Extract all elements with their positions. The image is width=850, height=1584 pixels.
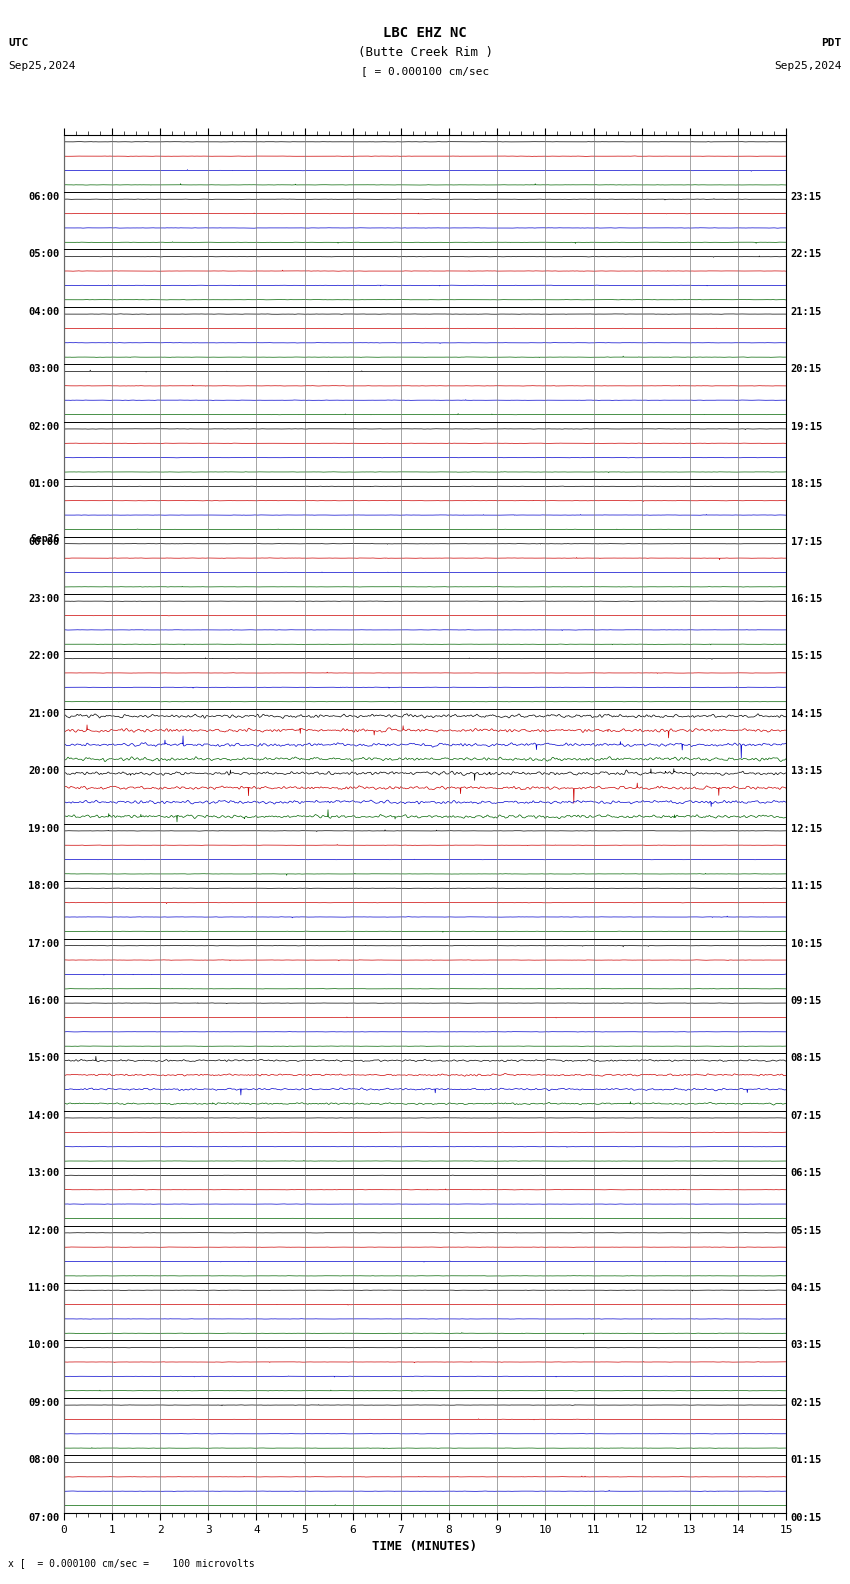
Text: 22:00: 22:00 [28,651,60,662]
Text: 02:15: 02:15 [790,1399,822,1408]
Text: 07:00: 07:00 [28,1513,60,1522]
Text: 06:00: 06:00 [28,192,60,203]
Text: 11:15: 11:15 [790,881,822,892]
Text: 22:15: 22:15 [790,250,822,260]
Text: 14:00: 14:00 [28,1110,60,1121]
Text: 21:00: 21:00 [28,710,60,719]
Text: 19:00: 19:00 [28,824,60,833]
Text: 09:15: 09:15 [790,996,822,1006]
Text: 01:00: 01:00 [28,478,60,489]
Text: 17:15: 17:15 [790,537,822,546]
Text: 18:15: 18:15 [790,478,822,489]
Text: Sep25,2024: Sep25,2024 [774,62,842,71]
Text: 16:15: 16:15 [790,594,822,604]
Text: 04:00: 04:00 [28,307,60,317]
Text: 08:15: 08:15 [790,1053,822,1063]
Text: 16:00: 16:00 [28,996,60,1006]
Text: 18:00: 18:00 [28,881,60,892]
Text: 12:00: 12:00 [28,1226,60,1236]
Text: x [  = 0.000100 cm/sec =    100 microvolts: x [ = 0.000100 cm/sec = 100 microvolts [8,1559,255,1568]
Text: 09:00: 09:00 [28,1399,60,1408]
Text: 21:15: 21:15 [790,307,822,317]
Text: 05:15: 05:15 [790,1226,822,1236]
Text: Sep25,2024: Sep25,2024 [8,62,76,71]
Text: 03:00: 03:00 [28,364,60,374]
Text: [ = 0.000100 cm/sec: [ = 0.000100 cm/sec [361,67,489,76]
Text: 10:00: 10:00 [28,1340,60,1351]
Text: 07:15: 07:15 [790,1110,822,1121]
Text: 13:00: 13:00 [28,1169,60,1178]
Text: 11:00: 11:00 [28,1283,60,1293]
Text: 02:00: 02:00 [28,421,60,432]
Text: 23:00: 23:00 [28,594,60,604]
Text: 19:15: 19:15 [790,421,822,432]
Text: 20:00: 20:00 [28,767,60,776]
Text: 03:15: 03:15 [790,1340,822,1351]
Text: 00:15: 00:15 [790,1513,822,1522]
Text: (Butte Creek Rim ): (Butte Creek Rim ) [358,46,492,59]
Text: 17:00: 17:00 [28,938,60,949]
X-axis label: TIME (MINUTES): TIME (MINUTES) [372,1540,478,1552]
Text: 23:15: 23:15 [790,192,822,203]
Text: 00:00: 00:00 [28,537,60,546]
Text: 06:15: 06:15 [790,1169,822,1178]
Text: 05:00: 05:00 [28,250,60,260]
Text: PDT: PDT [821,38,842,48]
Text: Sep26: Sep26 [30,534,60,543]
Text: LBC EHZ NC: LBC EHZ NC [383,25,467,40]
Text: 10:15: 10:15 [790,938,822,949]
Text: UTC: UTC [8,38,29,48]
Text: 13:15: 13:15 [790,767,822,776]
Text: 01:15: 01:15 [790,1456,822,1465]
Text: 08:00: 08:00 [28,1456,60,1465]
Text: 14:15: 14:15 [790,710,822,719]
Text: 12:15: 12:15 [790,824,822,833]
Text: 20:15: 20:15 [790,364,822,374]
Text: 15:00: 15:00 [28,1053,60,1063]
Text: 15:15: 15:15 [790,651,822,662]
Text: 04:15: 04:15 [790,1283,822,1293]
